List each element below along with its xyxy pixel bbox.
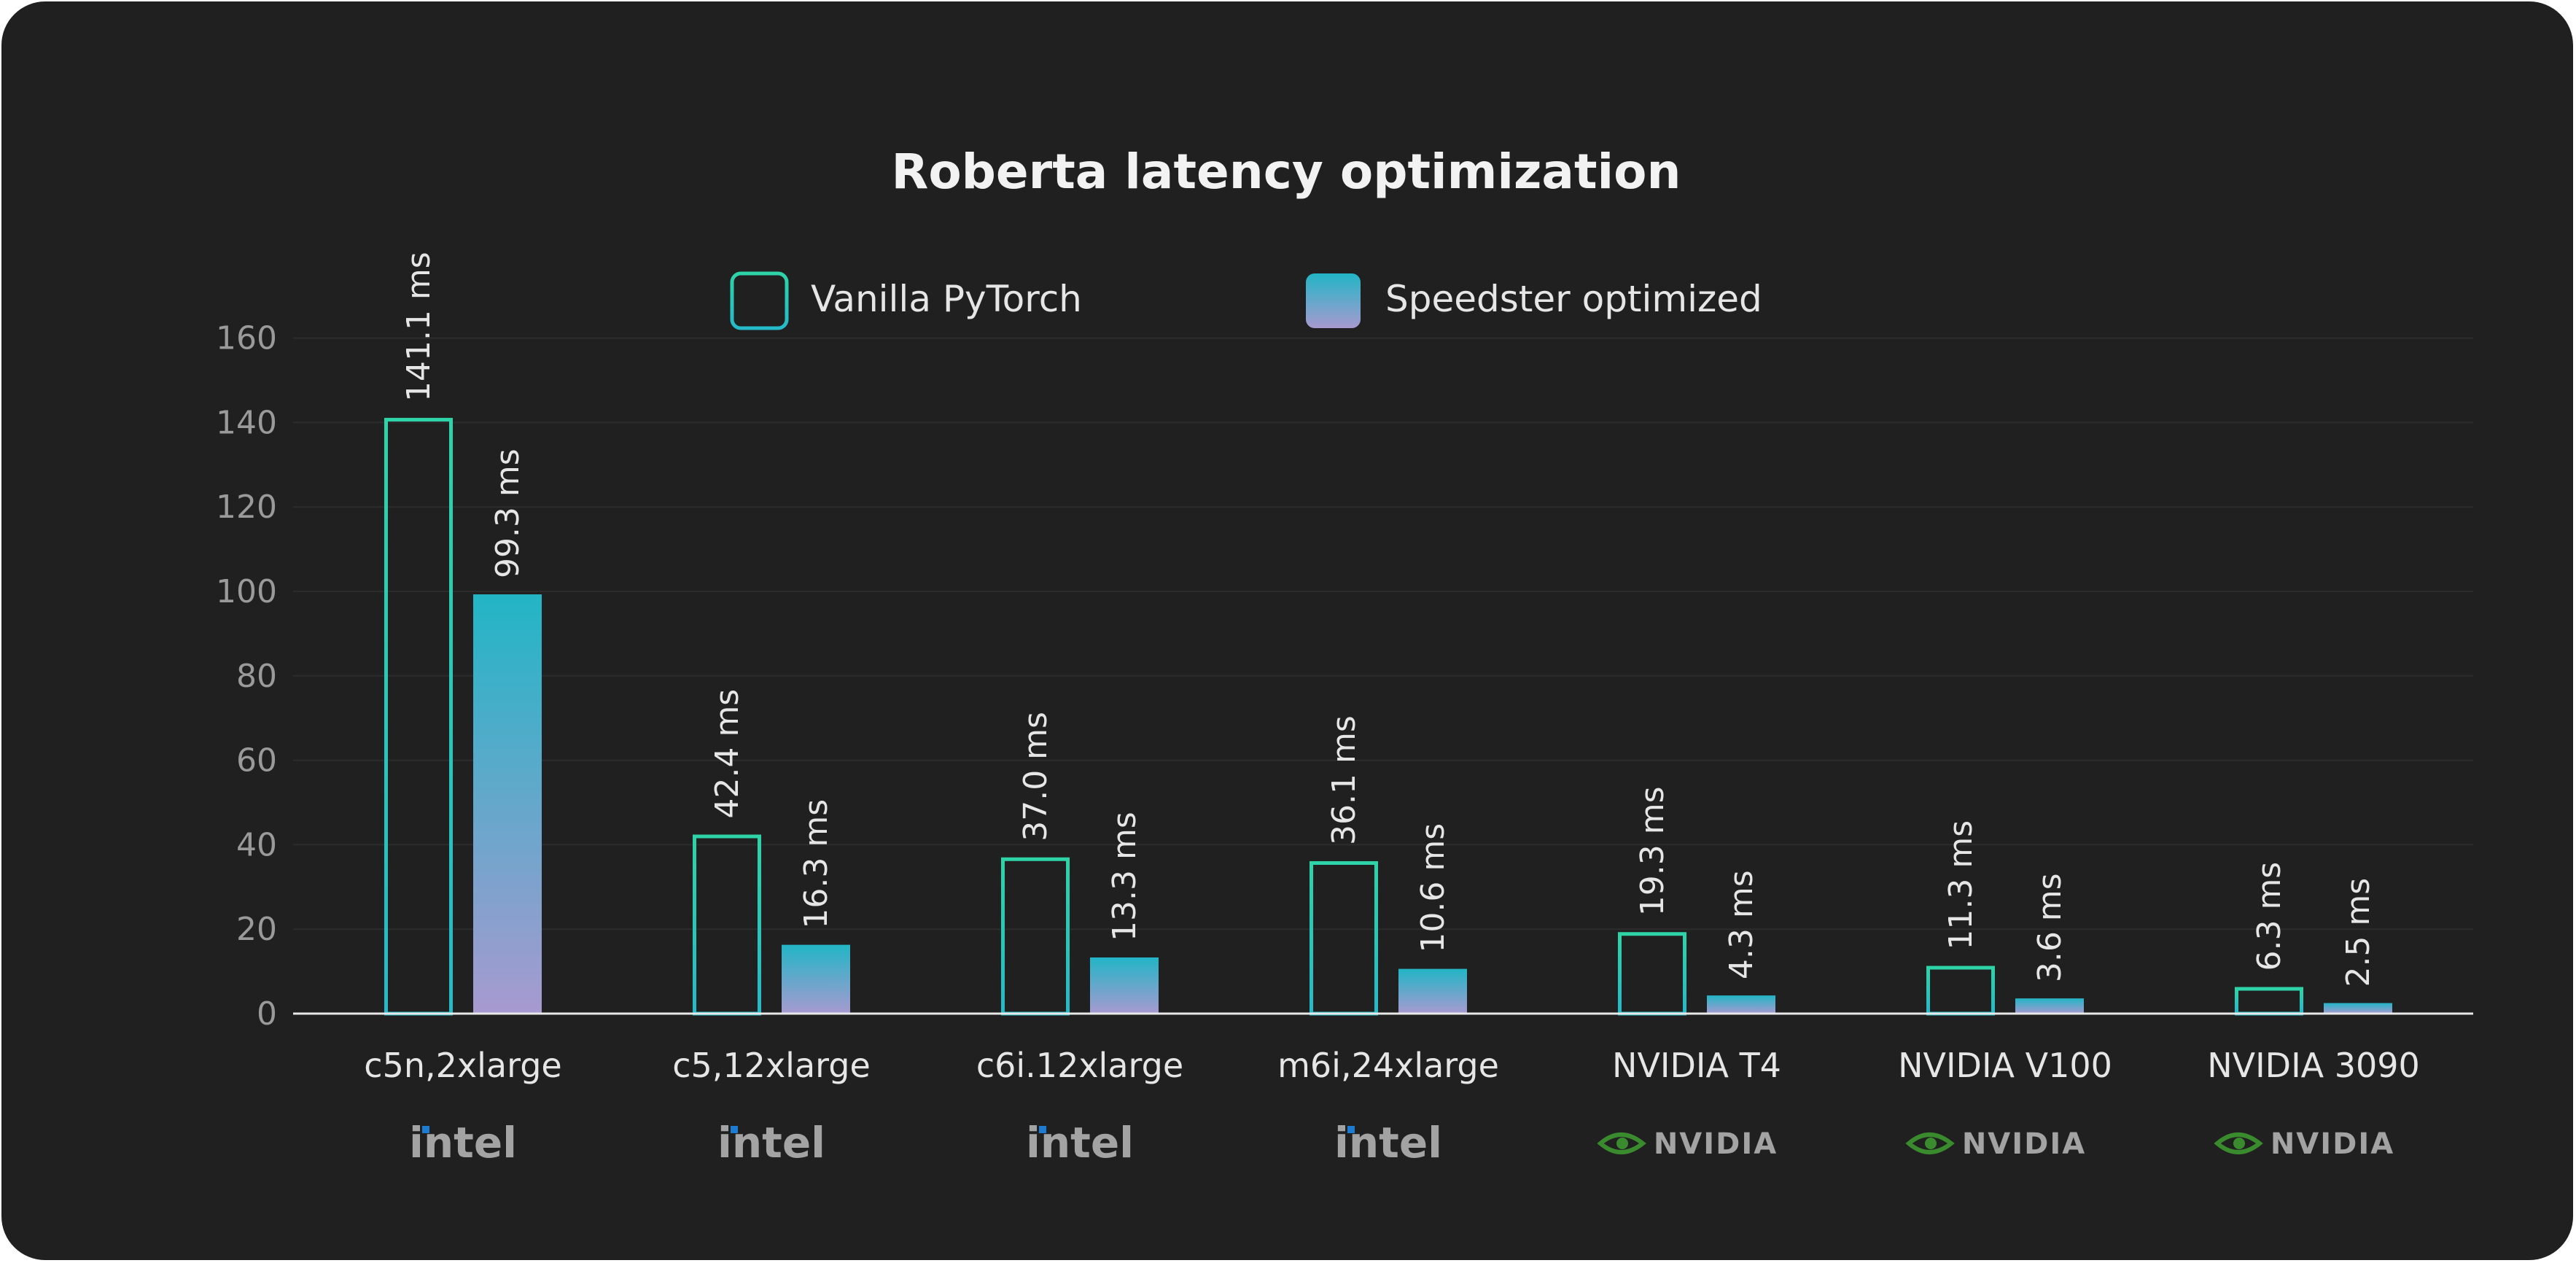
bar-speedster-optimized: [1707, 995, 1775, 1014]
data-label-speedster: 4.3 ms: [1723, 870, 1760, 979]
y-tick-label: 80: [236, 658, 277, 695]
y-tick-label: 20: [236, 911, 277, 948]
intel-dot: [1347, 1126, 1355, 1133]
gridlines: [293, 337, 2473, 930]
data-label-speedster: 16.3 ms: [798, 799, 835, 929]
intel-logo: intel: [717, 1118, 825, 1167]
nvidia-logo-text: NVIDIA: [1962, 1127, 2086, 1161]
bar-vanilla-pytorch: [1926, 965, 1995, 1016]
x-tick-label: NVIDIA 3090: [2207, 1046, 2420, 1085]
x-tick-label: NVIDIA V100: [1898, 1046, 2112, 1085]
vendor-logos: intel intel intel intel NVIDIA NVIDIA NVIDIA: [409, 1118, 2394, 1167]
bar-vanilla-pytorch: [2235, 987, 2303, 1016]
bar-speedster-optimized: [2015, 998, 2084, 1014]
data-labels: 141.1 ms 99.3 ms 42.4 ms 16.3 ms 37.0 ms 13.3…: [400, 252, 2377, 987]
y-tick-label: 40: [236, 826, 277, 863]
data-label-vanilla: 6.3 ms: [2251, 862, 2288, 971]
data-label-vanilla: 19.3 ms: [1634, 787, 1671, 917]
data-label-speedster: 3.6 ms: [2031, 873, 2069, 982]
data-label-speedster: 2.5 ms: [2340, 878, 2377, 987]
nvidia-logo: NVIDIA: [2214, 1127, 2394, 1161]
bar-vanilla-pytorch: [693, 834, 761, 1016]
data-label-vanilla: 36.1 ms: [1326, 715, 1363, 845]
nvidia-logo-text: NVIDIA: [2270, 1127, 2394, 1161]
legend-swatch-speedster: [1306, 273, 1361, 328]
intel-dot: [422, 1126, 429, 1133]
intel-logo-text: intel: [717, 1118, 825, 1167]
bars: [384, 418, 2392, 1016]
bar-vanilla-pytorch: [384, 418, 453, 1016]
nvidia-eye-icon: [2214, 1132, 2263, 1154]
nvidia-logo: NVIDIA: [1905, 1127, 2086, 1161]
intel-logo: intel: [1334, 1118, 1442, 1167]
bar-speedster-optimized: [1398, 968, 1467, 1014]
legend-label-vanilla: Vanilla PyTorch: [811, 278, 1082, 320]
bar-vanilla-pytorch: [1310, 860, 1378, 1016]
y-tick-label: 60: [236, 742, 277, 780]
intel-dot: [1039, 1126, 1046, 1133]
legend-label-speedster: Speedster optimized: [1385, 278, 1762, 320]
legend-swatch-vanilla: [730, 271, 789, 330]
data-label-vanilla: 141.1 ms: [400, 252, 437, 402]
bar-vanilla-pytorch: [1618, 932, 1686, 1016]
y-tick-label: 100: [216, 573, 277, 610]
y-axis-ticks: 0 20 40 60 80 100 120 140 160: [216, 320, 277, 1033]
bar-speedster-optimized: [2324, 1003, 2392, 1014]
bar-speedster-optimized: [1090, 957, 1159, 1014]
nvidia-eye-pupil: [2233, 1138, 2245, 1149]
intel-logo-text: intel: [409, 1118, 517, 1167]
intel-dot: [731, 1126, 738, 1133]
nvidia-eye-pupil: [1616, 1138, 1628, 1149]
bar-speedster-optimized: [473, 594, 542, 1014]
x-tick-label: NVIDIA T4: [1612, 1046, 1781, 1085]
y-tick-label: 0: [257, 995, 277, 1033]
chart-title: Roberta latency optimization: [892, 144, 1681, 200]
data-label-vanilla: 42.4 ms: [709, 689, 746, 819]
intel-logo: intel: [409, 1118, 517, 1167]
x-tick-label: m6i,24xlarge: [1277, 1046, 1499, 1085]
y-tick-label: 140: [216, 404, 277, 441]
data-label-speedster: 10.6 ms: [1415, 823, 1452, 953]
nvidia-logo: NVIDIA: [1597, 1127, 1778, 1161]
data-label-speedster: 99.3 ms: [489, 448, 526, 578]
nvidia-eye-icon: [1905, 1132, 1955, 1154]
intel-logo-text: intel: [1334, 1118, 1442, 1167]
y-tick-label: 160: [216, 320, 277, 357]
x-tick-label: c5,12xlarge: [672, 1046, 871, 1085]
data-label-vanilla: 11.3 ms: [1942, 820, 1980, 950]
intel-logo-text: intel: [1026, 1118, 1134, 1167]
y-tick-label: 120: [216, 489, 277, 526]
legend: Vanilla PyTorch Speedster optimized: [730, 271, 1762, 330]
bar-speedster-optimized: [782, 944, 850, 1014]
bar-vanilla-pytorch: [1001, 857, 1070, 1016]
x-tick-label: c6i.12xlarge: [976, 1046, 1183, 1085]
data-label-vanilla: 37.0 ms: [1017, 712, 1054, 842]
x-axis-ticks: c5n,2xlarge c5,12xlarge c6i.12xlarge m6i,24…: [364, 1046, 2420, 1085]
nvidia-eye-icon: [1597, 1132, 1646, 1154]
x-tick-label: c5n,2xlarge: [364, 1046, 561, 1085]
nvidia-eye-pupil: [1925, 1138, 1937, 1149]
nvidia-logo-text: NVIDIA: [1654, 1127, 1778, 1161]
data-label-speedster: 13.3 ms: [1106, 812, 1143, 941]
intel-logo: intel: [1026, 1118, 1134, 1167]
